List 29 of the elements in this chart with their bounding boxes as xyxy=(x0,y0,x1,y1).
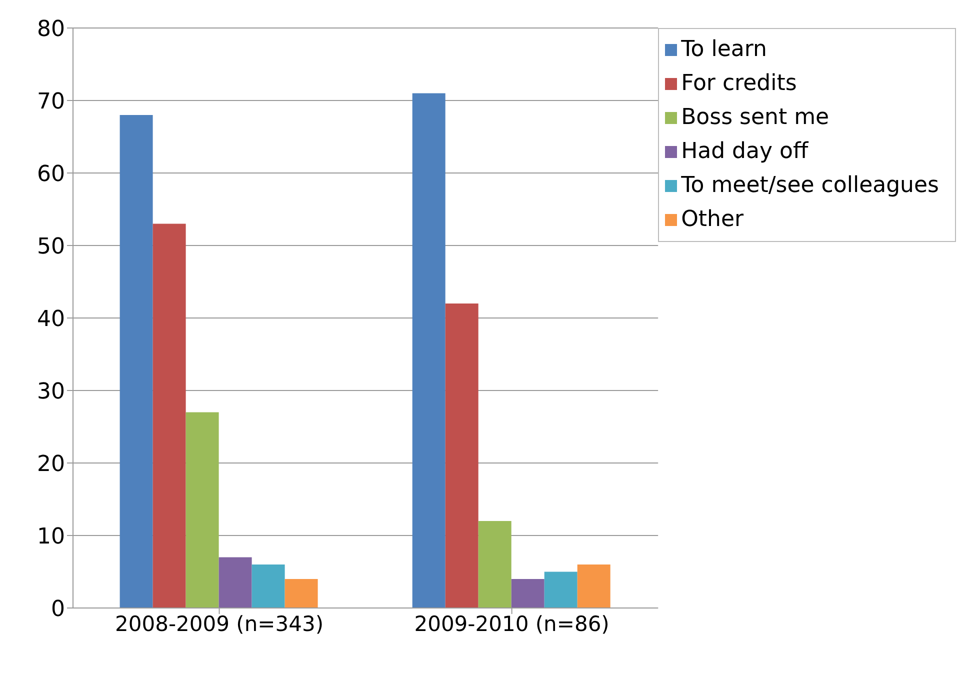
y-tick-label: 80 xyxy=(37,16,65,42)
y-tick-label: 20 xyxy=(37,452,65,477)
bar xyxy=(544,572,578,608)
x-tick-label: 2008-2009 (n=343) xyxy=(115,612,324,636)
legend-label: Had day off xyxy=(681,139,808,164)
y-tick-label: 50 xyxy=(37,234,65,260)
x-tick-label: 2009-2010 (n=86) xyxy=(414,612,610,636)
legend-label: To learn xyxy=(681,37,767,62)
bar xyxy=(577,564,610,608)
y-tick-label: 30 xyxy=(37,379,65,404)
legend-label: For credits xyxy=(681,71,797,96)
y-tick-label: 40 xyxy=(37,306,65,332)
y-tick-label: 70 xyxy=(37,89,65,114)
bar xyxy=(284,579,318,608)
legend-label: To meet/see colleagues xyxy=(681,173,939,198)
y-tick-label: 60 xyxy=(37,162,65,187)
y-tick-label: 0 xyxy=(51,596,65,622)
bar xyxy=(152,224,186,608)
bar xyxy=(252,564,285,608)
legend-label: Other xyxy=(681,207,744,232)
bar xyxy=(511,579,544,608)
bar xyxy=(218,557,252,608)
bar xyxy=(186,412,219,608)
bar xyxy=(412,93,446,608)
legend-label: Boss sent me xyxy=(681,105,830,130)
bar xyxy=(478,521,512,608)
bar xyxy=(120,115,153,608)
y-tick-label: 10 xyxy=(37,524,65,550)
bar xyxy=(445,304,478,608)
